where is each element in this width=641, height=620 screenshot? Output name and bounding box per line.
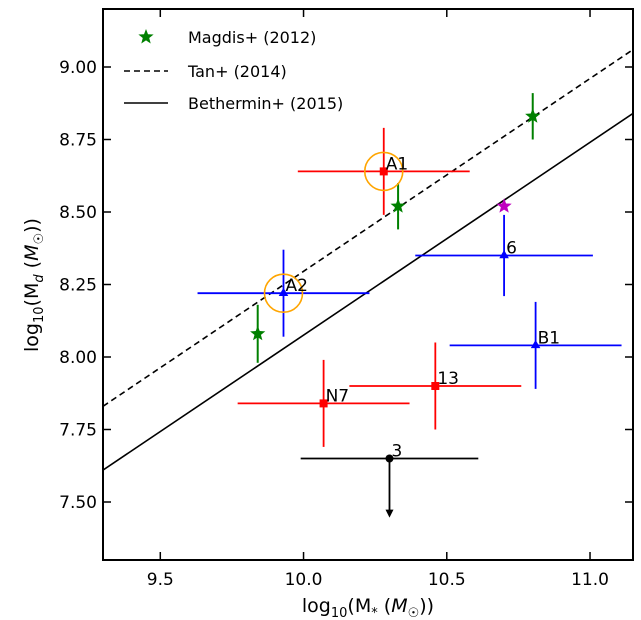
square-marker <box>431 382 440 390</box>
upper-limit-arrow <box>385 509 394 518</box>
triangle-marker <box>278 287 289 296</box>
point-label-a2: A2 <box>285 276 307 296</box>
point-label-3: 3 <box>391 442 402 462</box>
source-b1: B1 <box>449 301 622 389</box>
y-tick-label: 9.00 <box>59 58 97 78</box>
point-label-b1: B1 <box>538 328 560 348</box>
y-tick-label: 7.50 <box>59 493 97 513</box>
point-label-a1: A1 <box>386 154 408 174</box>
magdis-star-marker <box>525 108 541 123</box>
legend-label: Tan+ (2014) <box>187 62 287 81</box>
square-marker <box>319 399 328 408</box>
point-label-13: 13 <box>437 369 459 389</box>
x-tick-label: 9.5 <box>147 570 174 590</box>
magenta-star-marker <box>496 198 512 213</box>
square-marker <box>379 167 388 176</box>
magdis-point-1 <box>250 304 266 363</box>
circle-marker <box>385 454 394 463</box>
x-axis-label: log10(M* (M☉)) <box>302 595 434 620</box>
y-tick-label: 8.00 <box>59 348 97 368</box>
point-label-n7: N7 <box>326 386 350 406</box>
y-tick-label: 7.75 <box>59 421 97 441</box>
model-line-bethermin <box>103 112 633 471</box>
triangle-marker <box>530 339 541 349</box>
x-tick-label: 10.0 <box>285 570 323 590</box>
source-a1: A1 <box>297 127 470 215</box>
magdis-point-2 <box>390 183 406 230</box>
triangle-marker <box>499 250 509 259</box>
legend: Magdis+ (2012) Tan+ (2014) Bethermin+ (201… <box>124 28 343 113</box>
magdis-point-3 <box>525 93 541 140</box>
source-13: 13 <box>349 342 522 430</box>
y-axis-label: log10(Md (M☉)) <box>21 218 47 352</box>
data-points: A1 A2 6 B1 13 N7 3 <box>197 93 622 518</box>
source-6: 6 <box>415 214 593 297</box>
legend-item-tan: Tan+ (2014) <box>124 62 287 81</box>
y-tick-label: 8.50 <box>59 203 97 223</box>
highlight-ring <box>363 151 404 192</box>
x-tick-label: 10.5 <box>428 570 466 590</box>
legend-item-bethermin: Bethermin+ (2015) <box>124 94 343 113</box>
magdis-star-marker <box>250 325 266 341</box>
magdis-star-marker <box>390 198 406 213</box>
x-tick-label: 11.0 <box>571 570 609 590</box>
legend-label: Bethermin+ (2015) <box>188 94 343 113</box>
source-a2: A2 <box>197 249 370 337</box>
y-tick-label: 8.25 <box>59 276 97 296</box>
source-3: 3 <box>300 442 479 518</box>
model-lines <box>103 48 633 471</box>
y-tick-label: 8.75 <box>59 131 97 151</box>
legend-label: Magdis+ (2012) <box>188 28 316 47</box>
legend-star-icon <box>138 29 154 44</box>
point-label-6: 6 <box>506 239 517 259</box>
highlight-ring <box>263 273 304 314</box>
model-line-tan <box>103 48 633 407</box>
legend-item-magdis: Magdis+ (2012) <box>138 28 316 47</box>
plot-frame <box>102 8 634 561</box>
axis-ticks: 9.5 10.0 10.5 11.0 7.50 7.75 8.00 8.25 8.50 8.75 9… <box>59 9 633 590</box>
source-n7: N7 <box>237 359 410 447</box>
